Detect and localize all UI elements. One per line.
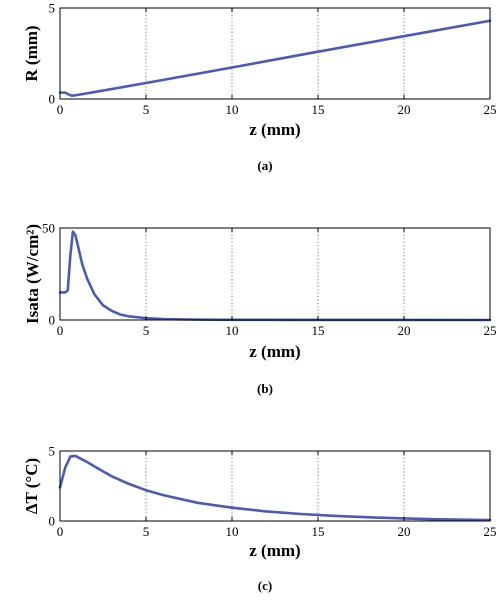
- x-tick-label: 0: [57, 323, 64, 338]
- chart-panel-3: 0 5 10 15 20 25 0 5 z (mm) ΔT (°C) (c): [22, 444, 497, 594]
- x-axis-label: z (mm): [249, 120, 300, 139]
- x-tick-label: 25: [484, 102, 497, 117]
- plot-frame: [59, 450, 491, 522]
- y-tick-label: 0: [49, 92, 56, 107]
- panel-caption: (c): [258, 578, 272, 593]
- x-tick-label: 10: [226, 323, 239, 338]
- x-tick-label: 15: [312, 323, 325, 338]
- x-axis-label: z (mm): [249, 342, 300, 361]
- x-tick-label: 25: [484, 323, 497, 338]
- x-tick-label: 15: [312, 102, 325, 117]
- plot-frame: [59, 7, 491, 100]
- series-line: [58, 19, 492, 98]
- plot-frame: [59, 227, 491, 321]
- y-axis-label: R (mm): [22, 25, 41, 81]
- series-line: [58, 230, 492, 322]
- chart-panel-1: 0 5 10 15 20 25 0 5 z (mm) R (mm) (a): [22, 1, 497, 174]
- x-tick-label: 5: [143, 102, 150, 117]
- y-tick-label: 5: [49, 1, 56, 16]
- y-axis-label: ΔT (°C): [22, 458, 41, 514]
- y-tick-label: 50: [42, 221, 55, 236]
- series-line: [58, 454, 492, 522]
- y-tick-label: 0: [49, 313, 56, 328]
- x-tick-label: 10: [226, 102, 239, 117]
- y-axis-label: Isata (W/cm²): [23, 224, 42, 324]
- x-tick-label: 5: [143, 524, 150, 539]
- panel-caption: (b): [257, 381, 273, 396]
- x-tick-label: 15: [312, 524, 325, 539]
- x-tick-label: 20: [398, 102, 411, 117]
- chart-panel-2: 0 5 10 15 20 25 0 50 z (mm) Isata (W/cm²) (b): [23, 221, 497, 397]
- y-tick-label: 0: [49, 514, 56, 529]
- x-tick-label: 20: [398, 524, 411, 539]
- x-tick-label: 20: [398, 323, 411, 338]
- panel-caption: (a): [257, 158, 272, 173]
- y-tick-label: 5: [49, 444, 56, 459]
- x-tick-label: 25: [484, 524, 497, 539]
- x-axis-label: z (mm): [249, 541, 300, 560]
- x-tick-label: 5: [143, 323, 150, 338]
- x-tick-label: 10: [226, 524, 239, 539]
- x-tick-label: 0: [57, 102, 64, 117]
- x-tick-label: 0: [57, 524, 64, 539]
